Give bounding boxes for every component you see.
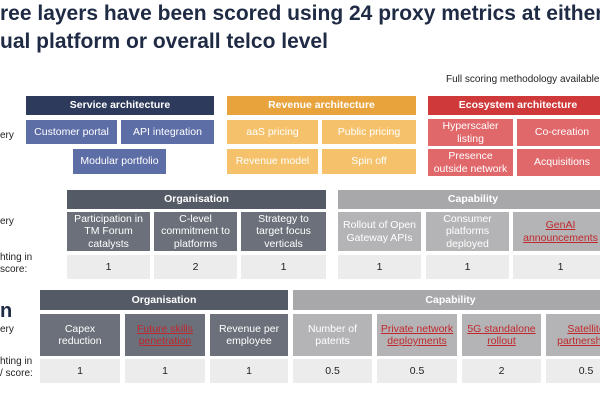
metric: Acquisitions: [517, 149, 600, 176]
metric: Rollout of Open Gateway APIs: [338, 212, 421, 251]
metric: Capex reduction: [40, 314, 120, 356]
group-header: Service architecture: [26, 96, 214, 115]
side-label: / score:: [0, 368, 33, 379]
group-header: Organisation: [67, 190, 326, 209]
metric: Modular portfolio: [73, 149, 166, 174]
metric-link[interactable]: Private network deployments: [380, 322, 454, 347]
side-label: ery: [0, 130, 14, 141]
metric: Participation in TM Forum catalysts: [67, 212, 150, 251]
metric: Number of patents: [293, 314, 372, 356]
metric: Strategy to target focus verticals: [241, 212, 326, 251]
metric: Co-creation: [517, 119, 600, 146]
weight: 1: [513, 255, 600, 279]
metric: API integration: [121, 120, 214, 144]
metric-link[interactable]: Future skills penetration: [136, 322, 193, 347]
title-line: ual platform or overall telco level: [0, 30, 328, 53]
weight: 1: [426, 255, 509, 279]
group-header: Ecosystem architecture: [428, 96, 600, 115]
weight: 1: [241, 255, 326, 279]
side-label: ery: [0, 216, 14, 227]
metric: Spin off: [322, 149, 416, 174]
side-label: hting in: [0, 356, 33, 367]
metric-label: C-level commitment to platforms: [161, 213, 230, 250]
metric: Consumer platforms deployed: [426, 212, 509, 251]
metric-label: Number of patents: [307, 322, 358, 347]
weight: 1: [67, 255, 150, 279]
metric-label: Revenue per employee: [218, 322, 280, 347]
metric-label: Consumer platforms deployed: [443, 213, 492, 250]
metric: C-level commitment to platforms: [154, 212, 237, 251]
weight: 2: [154, 255, 237, 279]
side-label: hting in: [0, 252, 33, 263]
metric: 5G standalone rollout: [462, 314, 541, 356]
side-label: ery: [0, 324, 14, 335]
metric-label: Strategy to target focus verticals: [256, 213, 311, 250]
group-header: Organisation: [40, 290, 288, 310]
title-line: ree layers have been scored using 24 pro…: [0, 2, 600, 25]
metric: Hyperscaler listing: [428, 119, 513, 146]
weight: 0.5: [377, 359, 457, 383]
metric: Revenue per employee: [210, 314, 288, 356]
metric: Private network deployments: [377, 314, 457, 356]
metric: Revenue model: [227, 149, 318, 174]
weight: 1: [40, 359, 120, 383]
weight: 0.5: [293, 359, 372, 383]
metric-label: Rollout of Open Gateway APIs: [343, 219, 416, 244]
group-header: Capability: [338, 190, 600, 209]
metric-link[interactable]: GenAI announcements: [523, 219, 598, 244]
metric: GenAI announcements: [513, 212, 600, 251]
weight: 2: [462, 359, 541, 383]
metric: Satellite partnerships: [546, 314, 600, 356]
metric-link[interactable]: 5G standalone rollout: [467, 322, 536, 347]
weight: 1: [210, 359, 288, 383]
metric-link[interactable]: Satellite partnerships: [557, 322, 600, 347]
weight: 0.5: [546, 359, 600, 383]
weight: 1: [338, 255, 421, 279]
metric: Presence outside network: [428, 149, 513, 176]
side-label: n: [0, 300, 13, 322]
note: Full scoring methodology available: [446, 74, 600, 85]
group-header: Revenue architecture: [227, 96, 416, 115]
weight: 1: [125, 359, 205, 383]
metric: aaS pricing: [227, 120, 318, 144]
side-label: score:: [0, 264, 28, 275]
metric: Customer portal: [26, 120, 117, 144]
metric-label: Participation in TM Forum catalysts: [74, 213, 143, 250]
metric: Public pricing: [322, 120, 416, 144]
metric-label: Capex reduction: [58, 322, 102, 347]
metric: Future skills penetration: [125, 314, 205, 356]
group-header: Capability: [293, 290, 600, 310]
